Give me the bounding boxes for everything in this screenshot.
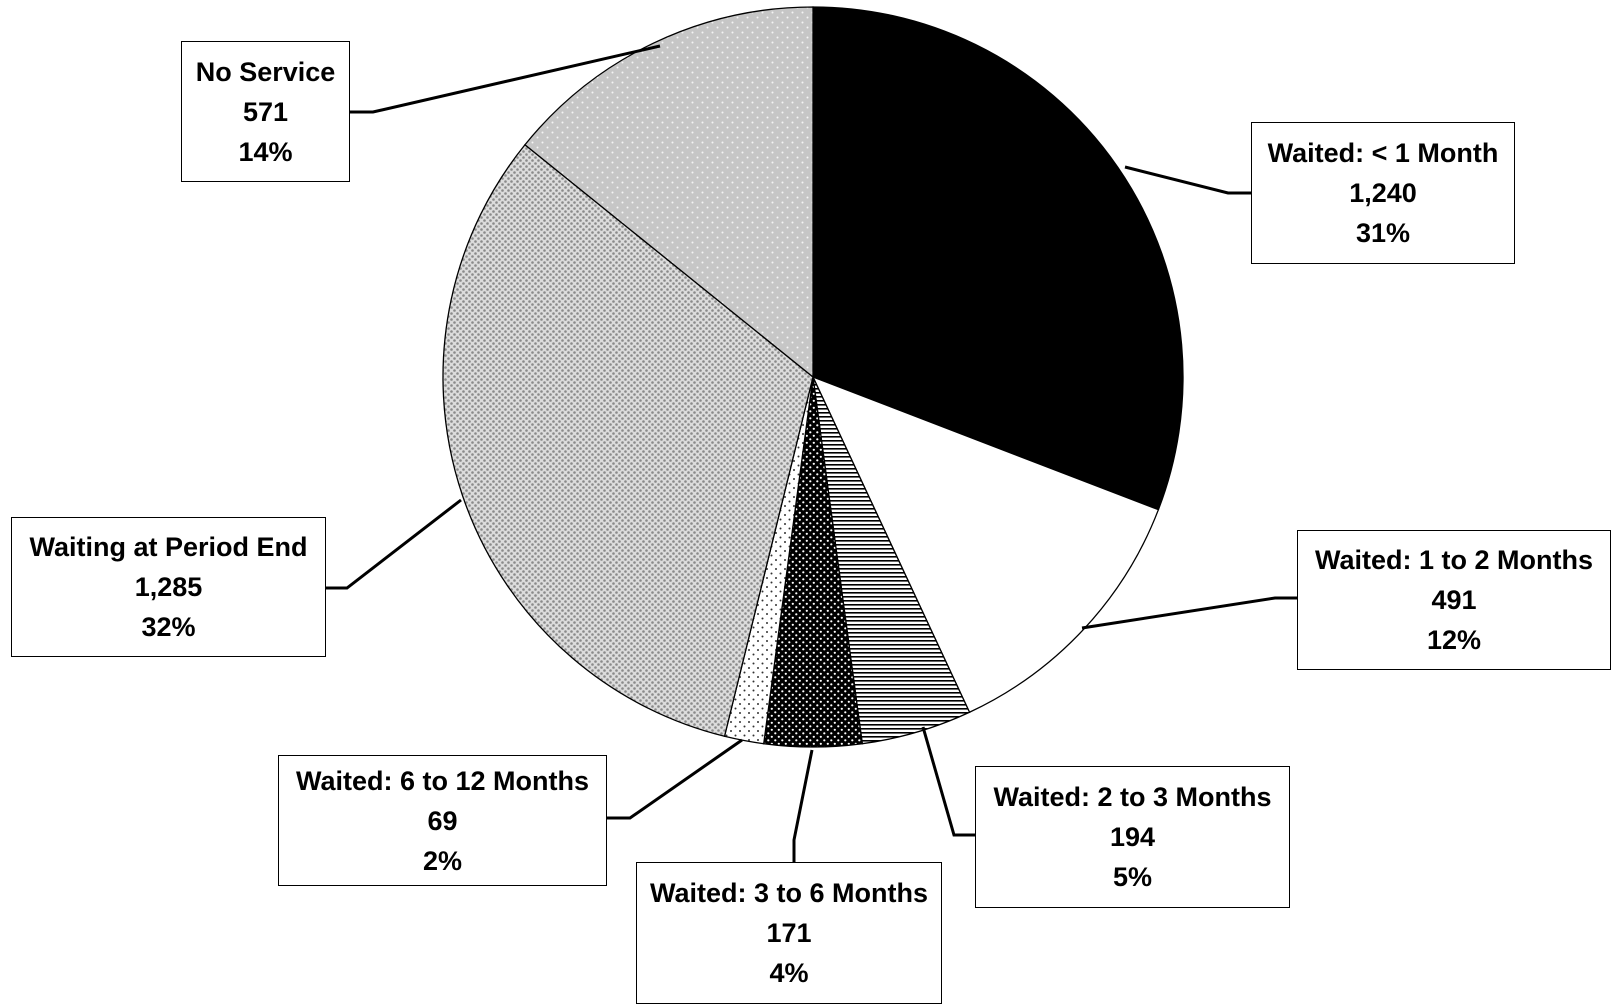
slice-value: 571 <box>242 96 289 127</box>
slice-percent: 32% <box>141 612 196 642</box>
slice-percent: 2% <box>422 845 463 876</box>
pie-slice-waiting-at-period-end <box>442 143 814 738</box>
leader-line-waited-1-to-2-months <box>1081 596 1297 630</box>
slice-percent: 12% <box>1426 625 1482 655</box>
pie-slice-no-service <box>524 6 814 379</box>
slice-label-waited-1-month: Waited: < 1 Month 1,240 31% <box>1251 122 1515 264</box>
slice-label-no-service: No Service 571 14% <box>181 41 350 182</box>
slice-value: 491 <box>1431 585 1477 615</box>
slice-value: 1,285 <box>134 572 203 602</box>
slice-label-waited-3-to-6-months: Waited: 3 to 6 Months 171 4% <box>636 862 942 1004</box>
slice-percent: 14% <box>238 136 293 167</box>
leader-line-waiting-at-period-end <box>326 498 462 590</box>
pie-slice-waited-1-month <box>812 6 1184 511</box>
slice-value: 194 <box>1109 822 1156 852</box>
pie-slice-waited-1-to-2-months <box>811 375 1160 714</box>
slice-label-waited-1-to-2-months: Waited: 1 to 2 Months 491 12% <box>1297 530 1611 670</box>
slice-percent: 5% <box>1112 862 1153 892</box>
slice-name: Waited: 3 to 6 Months <box>650 878 928 908</box>
slice-value: 1,240 <box>1349 178 1417 208</box>
slice-name: Waited: < 1 Month <box>1267 138 1499 168</box>
slice-name: No Service <box>195 56 336 87</box>
leader-line-waited-3-to-6-months <box>792 749 814 862</box>
slice-name: Waited: 6 to 12 Months <box>295 765 589 796</box>
slice-value: 69 <box>427 805 458 836</box>
slice-label-waiting-at-period-end: Waiting at Period End 1,285 32% <box>11 517 326 657</box>
slice-label-waited-2-to-3-months: Waited: 2 to 3 Months 194 5% <box>975 766 1290 908</box>
slice-name: Waiting at Period End <box>29 532 308 562</box>
leader-line-waited-1-month <box>1124 165 1251 195</box>
slice-label-waited-6-to-12-months: Waited: 6 to 12 Months 69 2% <box>278 755 607 886</box>
leader-line-waited-6-to-12-months <box>607 738 743 820</box>
leader-line-no-service <box>350 44 661 114</box>
slice-percent: 4% <box>769 958 809 988</box>
slice-percent: 31% <box>1355 218 1411 248</box>
leader-line-waited-2-to-3-months <box>921 726 975 837</box>
slice-name: Waited: 1 to 2 Months <box>1315 545 1593 575</box>
slice-value: 171 <box>766 918 812 948</box>
slice-name: Waited: 2 to 3 Months <box>993 782 1272 812</box>
